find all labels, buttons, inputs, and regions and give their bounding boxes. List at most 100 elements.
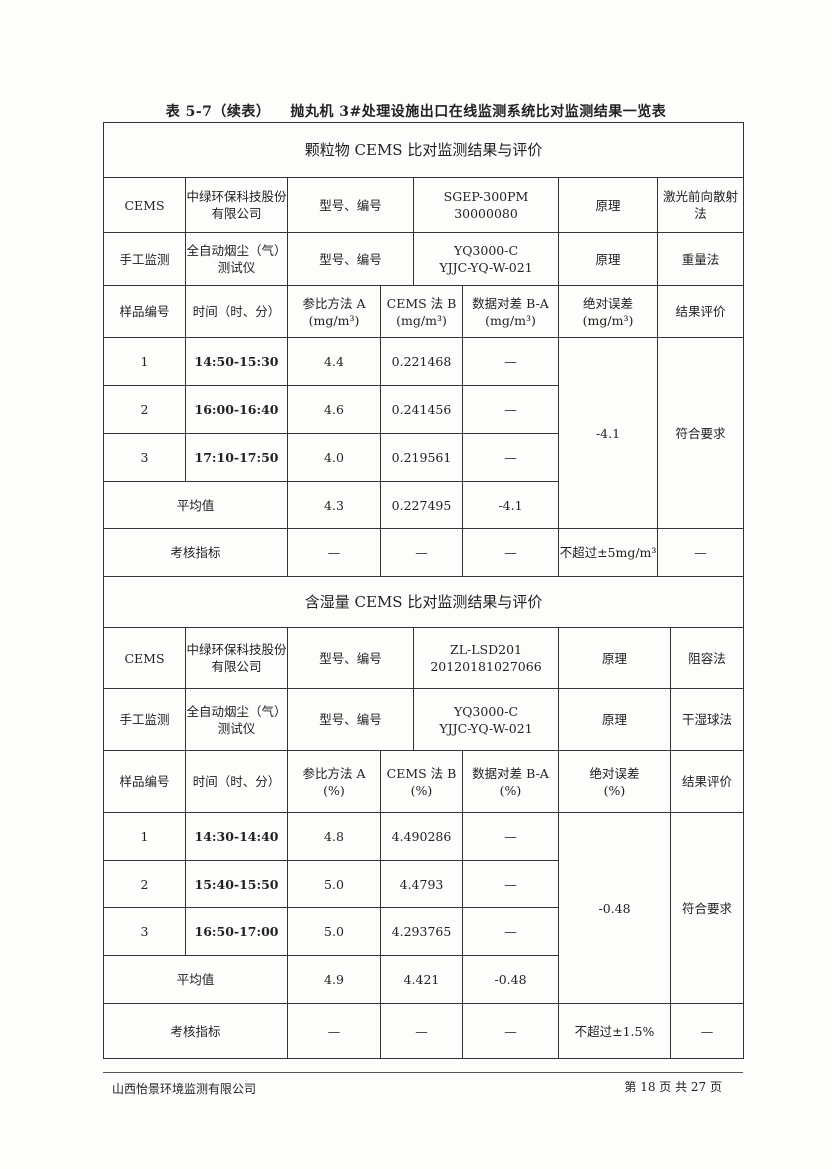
time-range: 14:50-15:30 xyxy=(185,337,288,386)
average-row: 平均值 4.9 4.421 -0.48 xyxy=(103,955,744,1004)
value-b: 0.221468 xyxy=(380,337,463,386)
time-range: 15:40-15:50 xyxy=(185,860,288,908)
moisture-table: 含湿量 CEMS 比对监测结果与评价 CEMS 中绿环保科技股份有限公司 型号、… xyxy=(102,576,745,1059)
criteria-b: — xyxy=(380,528,463,577)
criteria-diff: — xyxy=(462,1003,559,1059)
value-b: 0.219561 xyxy=(380,433,463,482)
average-b: 0.227495 xyxy=(380,481,463,529)
average-a: 4.3 xyxy=(287,481,381,529)
model-label: 型号、编号 xyxy=(287,232,414,286)
table-row: 3 16:50-17:00 5.0 4.293765 — xyxy=(103,907,744,956)
header-diff: 数据对差 B-A (mg/m³) xyxy=(462,285,559,338)
footer-divider xyxy=(103,1072,743,1073)
instrument-maker: 全自动烟尘（气）测试仪 xyxy=(185,688,288,751)
value-b: 0.241456 xyxy=(380,385,463,434)
average-diff: -4.1 xyxy=(462,481,559,529)
average-label: 平均值 xyxy=(103,481,288,529)
value-diff: — xyxy=(462,337,559,386)
criteria-abs: 不超过±5mg/m³ xyxy=(558,528,658,577)
header-cems-b: CEMS 法 B (mg/m³) xyxy=(380,285,463,338)
model-label: 型号、编号 xyxy=(287,627,414,689)
instrument-type: CEMS xyxy=(103,177,186,233)
sample-id: 3 xyxy=(103,433,186,482)
value-a: 5.0 xyxy=(287,860,381,908)
average-b: 4.421 xyxy=(380,955,463,1004)
principle-value: 阻容法 xyxy=(669,627,745,689)
average-row: 平均值 4.3 0.227495 -4.1 xyxy=(103,481,744,529)
footer-page-number: 第 18 页 共 27 页 xyxy=(624,1080,722,1094)
principle-label: 原理 xyxy=(558,627,671,689)
time-range: 16:50-17:00 xyxy=(185,907,288,956)
header-abs-error: 绝对误差 (mg/m³) xyxy=(558,285,658,338)
value-a: 5.0 xyxy=(287,907,381,956)
model-label: 型号、编号 xyxy=(287,688,414,751)
model-number: SGEP-300PM 30000080 xyxy=(413,177,559,233)
instrument-maker: 全自动烟尘（气）测试仪 xyxy=(185,232,288,286)
header-abs-error: 绝对误差 (%) xyxy=(558,750,671,813)
header-result: 结果评价 xyxy=(669,750,745,813)
instrument-row: 手工监测 全自动烟尘（气）测试仪 型号、编号 YQ3000-C YJJC-YQ-W… xyxy=(103,688,745,751)
abs-error-value: -4.1 xyxy=(558,337,658,529)
model-number: YQ3000-C YJJC-YQ-W-021 xyxy=(413,232,559,286)
value-diff: — xyxy=(462,433,559,482)
principle-label: 原理 xyxy=(558,232,658,286)
header-ref-a: 参比方法 A (mg/m³) xyxy=(287,285,381,338)
value-a: 4.8 xyxy=(287,812,381,861)
instrument-maker: 中绿环保科技股份有限公司 xyxy=(185,627,288,689)
principle-value: 重量法 xyxy=(656,232,745,286)
header-sample: 样品编号 xyxy=(103,750,186,813)
value-a: 4.4 xyxy=(287,337,381,386)
value-diff: — xyxy=(462,385,559,434)
average-a: 4.9 xyxy=(287,955,381,1004)
criteria-diff: — xyxy=(462,528,559,577)
principle-label: 原理 xyxy=(558,177,658,233)
average-label: 平均值 xyxy=(103,955,288,1004)
principle-value: 干湿球法 xyxy=(669,688,745,751)
value-b: 4.4793 xyxy=(380,860,463,908)
header-time: 时间（时、分） xyxy=(185,750,288,813)
table-title-row: 含湿量 CEMS 比对监测结果与评价 xyxy=(102,576,745,628)
value-b: 4.293765 xyxy=(380,907,463,956)
section-title: 含湿量 CEMS 比对监测结果与评价 xyxy=(102,576,745,628)
criteria-a: — xyxy=(287,1003,381,1059)
sample-id: 2 xyxy=(103,385,186,434)
header-row: 样品编号 时间（时、分） 参比方法 A (mg/m³) CEMS 法 B (mg/m… xyxy=(103,285,745,338)
criteria-result: — xyxy=(669,1003,745,1059)
criteria-label: 考核指标 xyxy=(103,528,288,577)
table-title-row: 颗粒物 CEMS 比对监测结果与评价 xyxy=(102,122,745,178)
sample-id: 1 xyxy=(103,812,186,861)
result-value: 符合要求 xyxy=(656,337,745,529)
header-cems-b: CEMS 法 B (%) xyxy=(380,750,463,813)
particulate-table: 颗粒物 CEMS 比对监测结果与评价 CEMS 中绿环保科技股份有限公司 型号、… xyxy=(102,122,745,577)
instrument-row: CEMS 中绿环保科技股份有限公司 型号、编号 ZL-LSD201 2012018… xyxy=(103,627,745,689)
footer-company: 山西怡景环境监测有限公司 xyxy=(112,1082,257,1096)
criteria-b: — xyxy=(380,1003,463,1059)
principle-value: 激光前向散射法 xyxy=(656,177,745,233)
sample-id: 2 xyxy=(103,860,186,908)
header-diff: 数据对差 B-A (%) xyxy=(462,750,559,813)
sample-id: 3 xyxy=(103,907,186,956)
table-row: 2 16:00-16:40 4.6 0.241456 — xyxy=(103,385,744,434)
header-time: 时间（时、分） xyxy=(185,285,288,338)
table-row: 3 17:10-17:50 4.0 0.219561 — xyxy=(103,433,744,482)
abs-error-value: -0.48 xyxy=(558,812,671,1004)
value-diff: — xyxy=(462,860,559,908)
value-a: 4.6 xyxy=(287,385,381,434)
model-number: ZL-LSD201 20120181027066 xyxy=(413,627,559,689)
header-sample: 样品编号 xyxy=(103,285,186,338)
criteria-row: 考核指标 — — — 不超过±5mg/m³ — xyxy=(103,528,745,577)
criteria-a: — xyxy=(287,528,381,577)
table-row: 1 14:30-14:40 4.8 4.490286 — -0.48 符合要求 xyxy=(103,812,745,1004)
time-range: 14:30-14:40 xyxy=(185,812,288,861)
header-result: 结果评价 xyxy=(656,285,745,338)
model-label: 型号、编号 xyxy=(287,177,414,233)
instrument-type: CEMS xyxy=(103,627,186,689)
principle-label: 原理 xyxy=(558,688,671,751)
time-range: 16:00-16:40 xyxy=(185,385,288,434)
header-ref-a: 参比方法 A (%) xyxy=(287,750,381,813)
result-value: 符合要求 xyxy=(669,812,745,1004)
criteria-abs: 不超过±1.5% xyxy=(558,1003,671,1059)
section-title: 颗粒物 CEMS 比对监测结果与评价 xyxy=(102,122,745,178)
instrument-maker: 中绿环保科技股份有限公司 xyxy=(185,177,288,233)
instrument-type: 手工监测 xyxy=(103,232,186,286)
